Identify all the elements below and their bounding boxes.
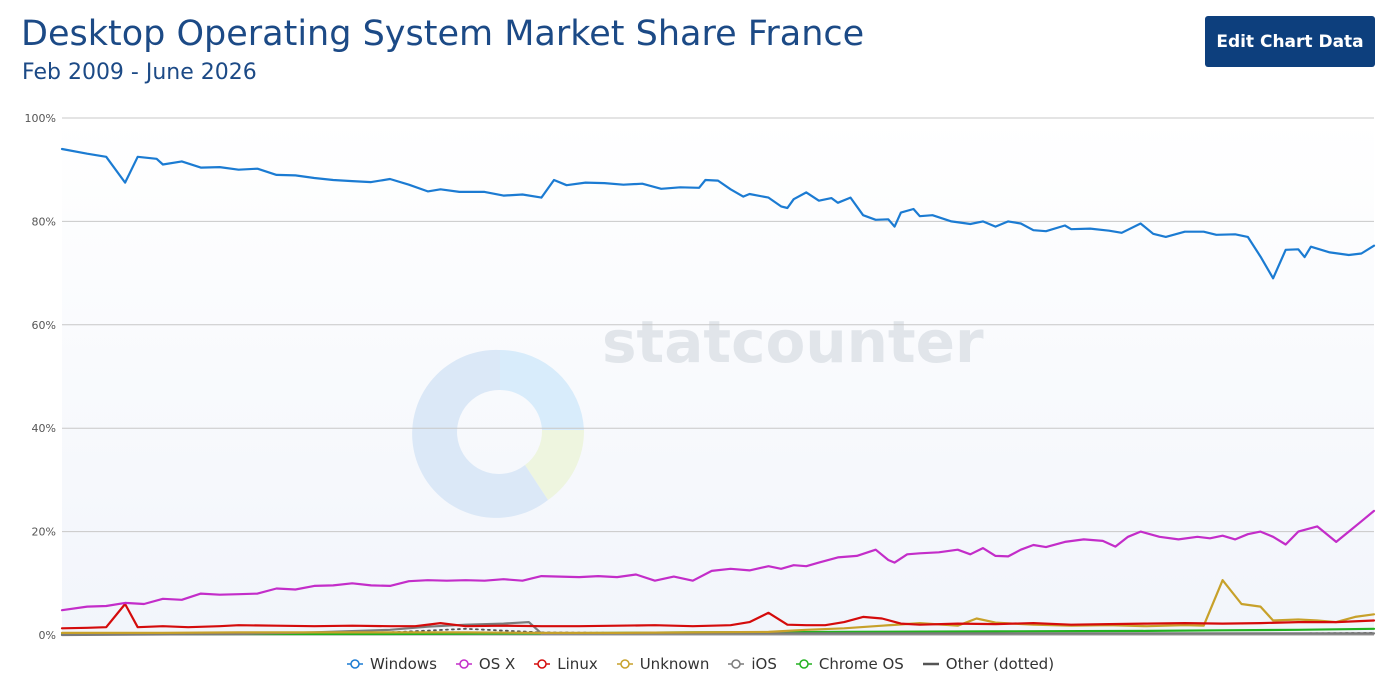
legend-circle-icon — [455, 659, 472, 669]
watermark-logo-segment — [525, 430, 585, 500]
legend-circle-icon — [534, 659, 551, 669]
legend-label: Chrome OS — [818, 655, 904, 673]
legend-label: Other (dotted) — [945, 655, 1055, 673]
chart-legend: Windows OS X Linux Unknown iOS Chrome OS Other… — [0, 655, 1400, 673]
series-line-linux[interactable] — [60, 602, 1376, 630]
legend-item[interactable]: Other (dotted) — [922, 655, 1054, 673]
line-chart: statcounter 0% 20% 40% 60% 80% 100% — [25, 112, 1376, 642]
legend-item[interactable]: Linux — [533, 655, 598, 673]
statcounter-watermark: statcounter — [412, 308, 984, 518]
series-line-unknown[interactable] — [60, 579, 1376, 635]
plot-area — [62, 118, 1374, 635]
y-tick-label: 80% — [32, 215, 56, 228]
y-tick-label: 20% — [32, 526, 56, 539]
edit-chart-data-button[interactable]: Edit Chart Data — [1205, 16, 1375, 67]
series-line-os-x[interactable] — [60, 509, 1376, 612]
legend-label: OS X — [478, 655, 516, 673]
legend-label: Windows — [369, 655, 437, 673]
watermark-logo-segment — [412, 349, 548, 518]
y-tick-label: 60% — [32, 319, 56, 332]
series-line-chrome-os[interactable] — [60, 627, 1376, 636]
legend-circle-icon — [728, 659, 745, 669]
y-tick-label: 100% — [25, 112, 56, 125]
legend-label: Linux — [557, 655, 598, 673]
legend-circle-icon — [616, 659, 633, 669]
y-tick-label: 40% — [32, 422, 56, 435]
legend-circle-icon — [346, 659, 363, 669]
chart-title: Desktop Operating System Market Share Fr… — [21, 14, 865, 54]
y-tick-label: 0% — [39, 629, 56, 642]
legend-circle-icon — [795, 659, 812, 669]
legend-item[interactable]: OS X — [455, 655, 515, 673]
legend-item[interactable]: Windows — [346, 655, 437, 673]
legend-item[interactable]: Chrome OS — [795, 655, 904, 673]
chart-subtitle: Feb 2009 - June 2026 — [22, 60, 257, 85]
watermark-logo-segment — [500, 349, 584, 430]
legend-line-icon — [922, 662, 939, 666]
legend-label: Unknown — [639, 655, 710, 673]
legend-label: iOS — [751, 655, 777, 673]
series-line-windows[interactable] — [60, 147, 1376, 280]
legend-item[interactable]: Unknown — [616, 655, 710, 673]
legend-item[interactable]: iOS — [727, 655, 777, 673]
watermark-text: statcounter — [602, 308, 984, 376]
